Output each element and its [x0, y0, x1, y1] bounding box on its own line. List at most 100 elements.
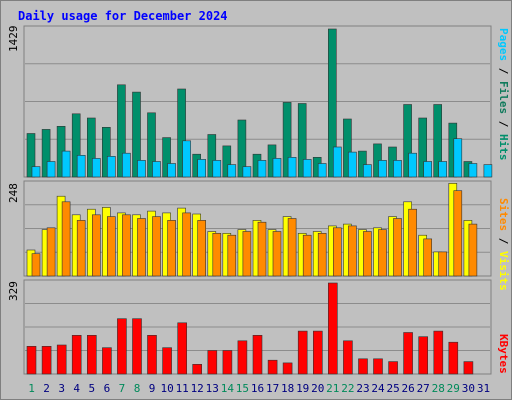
bar-pages-day-12 [197, 159, 206, 178]
bar-kbytes-day-17 [267, 359, 278, 375]
bar-kbytes-day-12 [192, 363, 202, 375]
bar-sites-day-28 [438, 251, 448, 277]
x-tick-label-1: 1 [28, 382, 35, 395]
bar-hits-day-18 [282, 102, 292, 178]
x-tick-label-2: 2 [43, 382, 50, 395]
middle-ymax-label: 248 [7, 183, 20, 203]
bar-pages-day-28 [438, 161, 448, 178]
bar-sites-day-5 [92, 214, 101, 277]
x-tick-label-27: 27 [417, 382, 430, 395]
bar-sites-day-4 [76, 220, 86, 277]
x-tick-label-17: 17 [266, 382, 279, 395]
bar-sites-day-9 [152, 216, 161, 277]
bar-pages-day-18 [287, 157, 297, 178]
bar-hits-day-2 [41, 129, 51, 178]
x-tick-label-28: 28 [432, 382, 445, 395]
legend-slash: / [497, 121, 510, 128]
bar-kbytes-day-7 [117, 318, 127, 375]
bar-sites-day-21 [332, 227, 342, 277]
bar-pages-day-7 [122, 152, 131, 178]
x-tick-label-3: 3 [58, 382, 65, 395]
bar-kbytes-day-4 [71, 334, 82, 375]
bar-sites-day-24 [378, 229, 387, 277]
bar-sites-day-26 [408, 208, 417, 277]
bar-hits-day-23 [358, 150, 367, 178]
bar-hits-day-14 [222, 145, 232, 178]
bar-sites-day-10 [167, 220, 176, 277]
middle-panel: 248 Sites / Visits [7, 180, 510, 291]
bar-hits-day-6 [102, 127, 111, 178]
bar-hits-day-11 [177, 88, 186, 178]
bar-sites-day-8 [137, 218, 146, 277]
bar-sites-day-12 [197, 220, 206, 277]
bar-sites-day-6 [107, 216, 116, 277]
bar-hits-day-28 [433, 104, 443, 178]
x-tick-label-4: 4 [73, 382, 80, 395]
x-tick-label-15: 15 [236, 382, 249, 395]
bar-kbytes-day-10 [162, 347, 172, 375]
bottom-bars [26, 282, 474, 375]
bar-sites-day-25 [393, 218, 402, 277]
bar-hits-day-26 [403, 104, 412, 178]
bar-sites-day-17 [272, 231, 282, 277]
top-legend: Pages / Files / Hits [497, 28, 510, 161]
bar-hits-day-21 [327, 28, 337, 178]
bar-kbytes-day-16 [252, 334, 263, 375]
x-tick-label-31: 31 [477, 382, 490, 395]
legend-slash: / [497, 68, 510, 75]
bar-pages-day-14 [227, 164, 237, 178]
bar-pages-day-27 [423, 161, 433, 178]
bar-sites-day-27 [423, 238, 433, 277]
bar-pages-day-21 [332, 146, 342, 178]
bar-kbytes-day-11 [177, 322, 187, 375]
bar-pages-day-8 [137, 160, 146, 178]
legend-files: Files [497, 81, 510, 114]
bar-pages-day-30 [468, 163, 478, 178]
bar-hits-day-19 [297, 103, 307, 178]
bottom-panel: 329 KBytes [7, 279, 510, 375]
x-tick-label-18: 18 [281, 382, 294, 395]
bar-pages-day-15 [242, 166, 252, 178]
bar-sites-day-19 [302, 234, 312, 277]
x-tick-label-22: 22 [341, 382, 354, 395]
bar-kbytes-day-5 [87, 334, 97, 375]
middle-legend: Sites / Visits [497, 198, 510, 291]
bar-kbytes-day-9 [147, 334, 157, 375]
bar-kbytes-day-26 [403, 332, 413, 375]
bar-kbytes-day-15 [237, 340, 248, 375]
top-panel: 1429 Pages / Files / Hits [7, 25, 510, 178]
bar-pages-day-9 [152, 161, 161, 178]
middle-bars [26, 183, 478, 277]
legend-pages: Pages [497, 28, 510, 61]
chart-title: Daily usage for December 2024 [18, 9, 228, 23]
bar-sites-day-22 [348, 225, 357, 277]
bar-kbytes-day-18 [282, 362, 293, 375]
x-tick-label-10: 10 [160, 382, 173, 395]
x-tick-label-23: 23 [356, 382, 369, 395]
x-tick-label-21: 21 [326, 382, 339, 395]
x-tick-label-11: 11 [176, 382, 189, 395]
bar-sites-day-18 [287, 218, 297, 277]
bar-kbytes-day-30 [463, 361, 474, 375]
x-tick-label-6: 6 [104, 382, 111, 395]
x-tick-label-24: 24 [371, 382, 385, 395]
bar-kbytes-day-6 [102, 347, 112, 375]
bar-kbytes-day-20 [312, 330, 323, 375]
x-tick-label-16: 16 [251, 382, 264, 395]
bar-pages-day-24 [378, 160, 387, 178]
bar-pages-day-20 [317, 163, 327, 178]
bar-kbytes-day-3 [56, 344, 67, 375]
x-tick-label-14: 14 [221, 382, 235, 395]
bar-sites-day-3 [61, 201, 71, 277]
bar-sites-day-29 [453, 190, 463, 277]
x-tick-label-7: 7 [119, 382, 126, 395]
x-tick-label-25: 25 [386, 382, 399, 395]
legend-sites: Sites [497, 198, 510, 231]
bar-hits-day-4 [71, 113, 81, 178]
bar-sites-day-13 [212, 233, 222, 277]
bar-kbytes-day-1 [26, 345, 37, 375]
bar-hits-day-5 [87, 117, 96, 178]
bar-hits-day-1 [26, 133, 36, 178]
bar-pages-day-3 [61, 150, 71, 178]
bar-hits-day-22 [343, 118, 352, 178]
